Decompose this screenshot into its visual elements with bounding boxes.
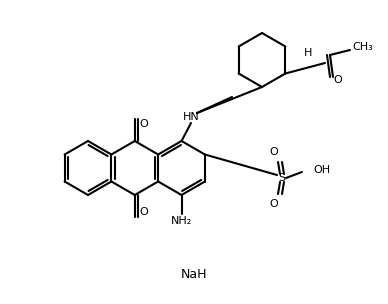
Text: O: O [139,207,148,217]
Text: O: O [334,75,342,85]
Text: HN: HN [183,112,199,122]
Text: NaH: NaH [181,268,207,282]
Text: O: O [270,199,278,209]
Text: S: S [279,173,286,183]
Text: O: O [139,119,148,129]
Text: NH₂: NH₂ [171,216,192,226]
Text: CH₃: CH₃ [353,42,373,52]
Text: OH: OH [313,165,330,175]
Text: H: H [303,48,312,58]
Text: O: O [270,147,278,157]
